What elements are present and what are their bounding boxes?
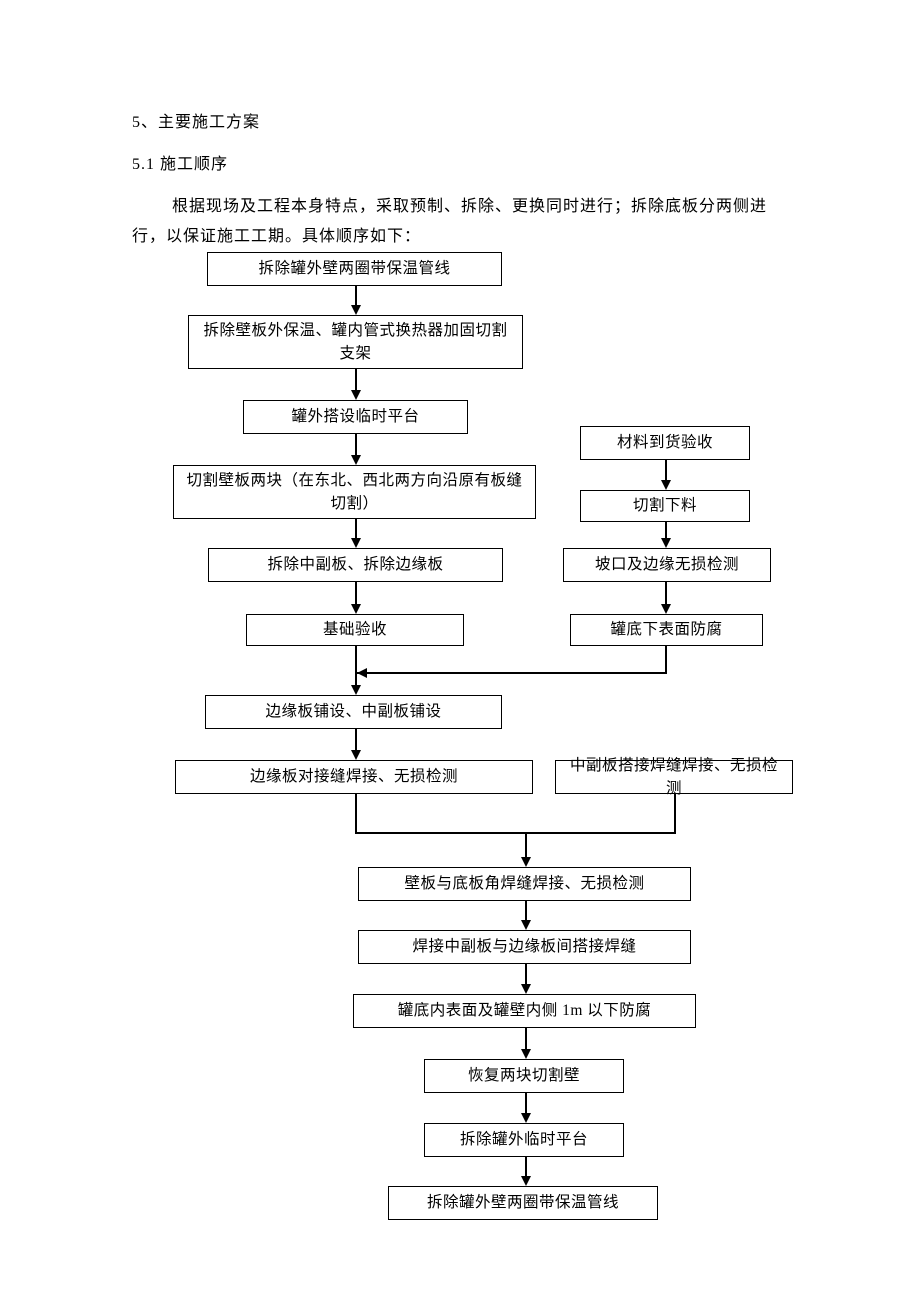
arrow-head-icon (351, 390, 361, 400)
arrow-head-icon (521, 1113, 531, 1123)
flowchart-node-n4: 切割壁板两块（在东北、西北两方向沿原有板缝切割） (173, 465, 536, 519)
flowchart-arrow (665, 460, 667, 482)
flowchart-arrow (665, 582, 667, 606)
arrow-head-icon (351, 305, 361, 315)
flowchart-connector (355, 832, 676, 834)
flowchart-arrow (525, 1157, 527, 1178)
flowchart-node-n18: 拆除罐外临时平台 (424, 1123, 624, 1157)
flowchart-node-n10: 罐底下表面防腐 (570, 614, 763, 646)
flowchart-arrow (355, 794, 357, 832)
arrow-head-icon (521, 857, 531, 867)
flowchart-connector (355, 672, 667, 674)
flowchart-node-n3: 罐外搭设临时平台 (243, 400, 468, 434)
flowchart-arrow (355, 434, 357, 457)
flowchart-node-n11: 边缘板铺设、中副板铺设 (205, 695, 502, 729)
flowchart-node-n13: 中副板搭接焊缝焊接、无损检测 (555, 760, 793, 794)
arrow-head-icon (661, 604, 671, 614)
flowchart-node-n14: 壁板与底板角焊缝焊接、无损检测 (358, 867, 691, 901)
flowchart-node-n2: 拆除壁板外保温、罐内管式换热器加固切割支架 (188, 315, 523, 369)
flowchart-arrow (355, 729, 357, 752)
arrow-head-icon (351, 750, 361, 760)
arrow-head-icon (351, 685, 361, 695)
flowchart-node-n17: 恢复两块切割壁 (424, 1059, 624, 1093)
arrow-head-icon (661, 480, 671, 490)
flowchart-node-n6: 基础验收 (246, 614, 464, 646)
flowchart-node-n15: 焊接中副板与边缘板间搭接焊缝 (358, 930, 691, 964)
flowchart-arrow (525, 1028, 527, 1051)
construction-sequence-flowchart: 拆除罐外壁两圈带保温管线拆除壁板外保温、罐内管式换热器加固切割支架罐外搭设临时平… (0, 252, 920, 1212)
flowchart-arrow (674, 794, 676, 832)
section-heading-5-1: 5.1 施工顺序 (132, 150, 795, 174)
arrow-head-icon (521, 1176, 531, 1186)
flowchart-arrow (525, 964, 527, 986)
flowchart-node-n16: 罐底内表面及罐壁内侧 1m 以下防腐 (353, 994, 696, 1028)
flowchart-node-n9: 坡口及边缘无损检测 (563, 548, 771, 582)
flowchart-node-n5: 拆除中副板、拆除边缘板 (208, 548, 503, 582)
arrow-head-icon (521, 1049, 531, 1059)
arrow-head-icon (521, 920, 531, 930)
flowchart-node-n7: 材料到货验收 (580, 426, 750, 460)
flowchart-arrow (355, 369, 357, 392)
arrow-head-icon (521, 984, 531, 994)
section-heading-5: 5、主要施工方案 (132, 108, 795, 132)
arrow-head-icon (351, 455, 361, 465)
flowchart-node-n19: 拆除罐外壁两圈带保温管线 (388, 1186, 658, 1220)
flowchart-arrow (355, 286, 357, 307)
intro-paragraph: 根据现场及工程本身特点，采取预制、拆除、更换同时进行；拆除底板分两侧进行，以保证… (132, 192, 795, 253)
flowchart-node-n1: 拆除罐外壁两圈带保温管线 (207, 252, 502, 286)
flowchart-arrow (355, 582, 357, 606)
arrow-head-icon (351, 538, 361, 548)
flowchart-connector (665, 646, 667, 673)
flowchart-arrow (525, 832, 527, 859)
arrow-head-icon (351, 604, 361, 614)
arrow-head-icon (357, 668, 367, 678)
flowchart-node-n12: 边缘板对接缝焊接、无损检测 (175, 760, 533, 794)
flowchart-arrow (525, 901, 527, 922)
arrow-head-icon (661, 538, 671, 548)
flowchart-arrow (525, 1093, 527, 1115)
flowchart-node-n8: 切割下料 (580, 490, 750, 522)
flowchart-arrow (355, 519, 357, 540)
flowchart-arrow (355, 646, 357, 687)
